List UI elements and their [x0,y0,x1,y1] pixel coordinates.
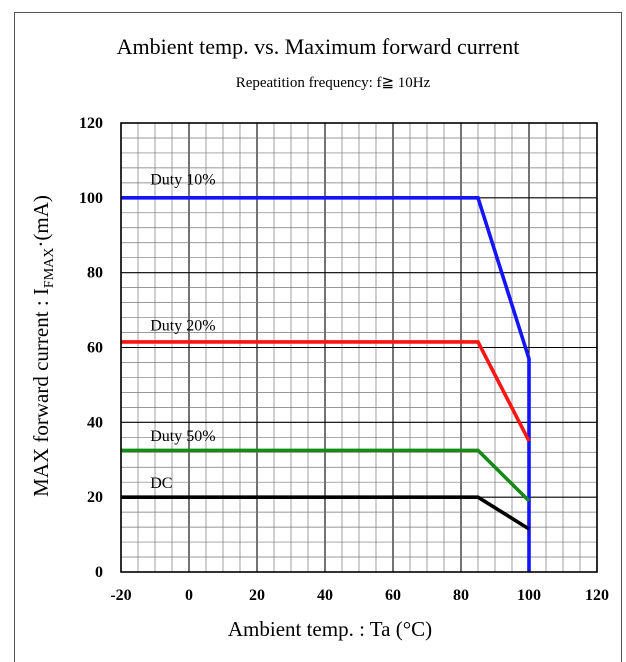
series-line-duty-10 [121,196,531,572]
series-annotation: DC [150,475,172,492]
y-axis-label-main: MAX forward current : I [29,288,53,497]
y-tick-label: 120 [79,115,103,132]
x-tick-label: 40 [317,587,333,604]
series-line-duty-20 [121,340,531,442]
x-tick-label: 0 [185,587,193,604]
y-tick-label: 40 [87,414,103,431]
x-axis-label: Ambient temp. : Ta (°C) [228,617,432,641]
y-tick-label: 60 [87,340,103,357]
y-axis-label-subscript: FMAX [42,248,57,288]
plot-area-border [120,122,598,573]
x-tick-label: 100 [517,587,541,604]
series-line-duty-50 [121,448,531,503]
y-axis-label-unit: ·(mA) [29,195,53,247]
x-tick-label: 60 [385,587,401,604]
series-line-dc [121,495,530,531]
series-annotation: Duty 10% [150,172,215,189]
y-tick-label: 20 [87,489,103,506]
series-annotation: Duty 50% [150,428,215,445]
chart-title: Ambient temp. vs. Maximum forward curren… [117,34,520,59]
series-annotation: Duty 20% [150,318,215,335]
tick-labels: -20 0 20 40 60 80 100 120 0 20 40 60 80 100 120 [79,115,609,604]
x-tick-label: 120 [585,587,609,604]
chart-subtitle: Repeatition frequency: f≧ 10Hz [236,75,431,91]
y-axis-label: MAX forward current : IFMAX·(mA) [29,195,57,497]
y-tick-label: 100 [79,190,103,207]
series-lines [121,196,531,572]
y-tick-label: 80 [87,265,103,282]
y-tick-label: 0 [95,564,103,581]
annotations: Duty 10% Duty 20% Duty 50% DC [150,172,215,492]
x-tick-label: -20 [110,587,131,604]
x-tick-label: 20 [249,587,265,604]
x-tick-label: 80 [453,587,469,604]
